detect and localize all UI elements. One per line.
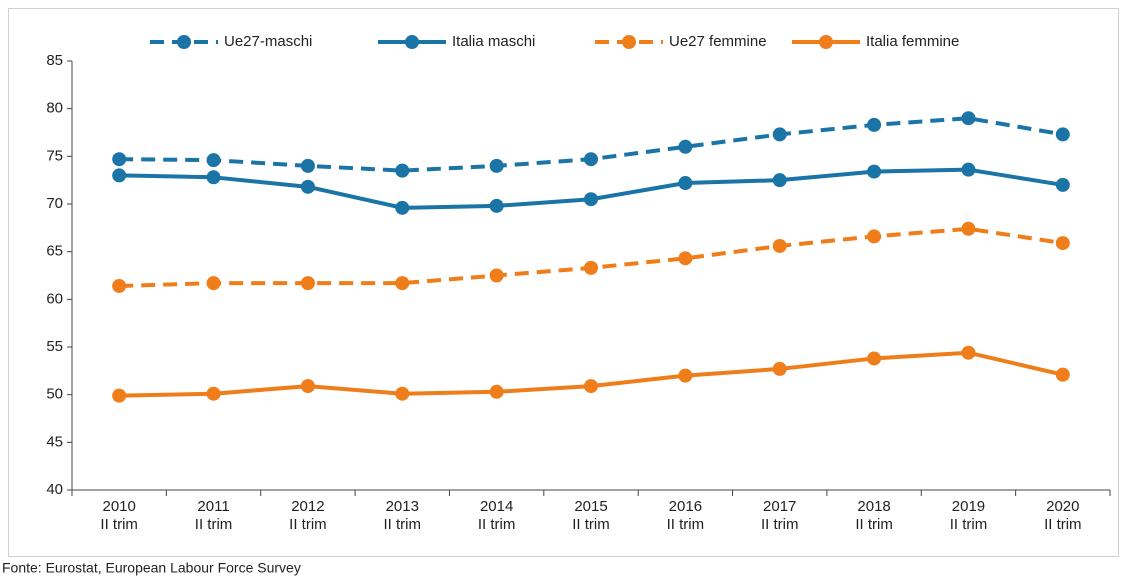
x-tick-label: II trim bbox=[761, 516, 799, 533]
data-point bbox=[300, 379, 315, 394]
data-point bbox=[395, 386, 410, 401]
data-point bbox=[961, 221, 976, 236]
data-point bbox=[584, 260, 598, 275]
data-point bbox=[772, 238, 787, 253]
legend-label: Italia femmine bbox=[866, 33, 959, 50]
y-tick-label: 55 bbox=[46, 338, 63, 355]
legend-marker bbox=[405, 35, 419, 49]
y-tick-label: 45 bbox=[46, 433, 63, 450]
y-tick-label: 65 bbox=[46, 243, 63, 260]
data-point bbox=[867, 351, 882, 366]
data-point bbox=[206, 386, 221, 401]
x-tick-label: 2020 bbox=[1046, 498, 1079, 515]
x-tick-label: II trim bbox=[100, 516, 138, 533]
x-tick-label: II trim bbox=[572, 516, 610, 533]
x-tick-label: 2014 bbox=[480, 498, 513, 515]
x-tick-label: II trim bbox=[1044, 516, 1082, 533]
data-point bbox=[772, 361, 787, 376]
data-point bbox=[1055, 236, 1070, 251]
data-point bbox=[772, 173, 787, 188]
legend-marker bbox=[622, 35, 636, 49]
data-point bbox=[678, 176, 693, 191]
legend-label: Ue27-maschi bbox=[224, 33, 312, 50]
y-tick-label: 40 bbox=[46, 481, 63, 498]
data-point bbox=[867, 117, 882, 132]
data-point bbox=[206, 153, 221, 168]
legend-marker bbox=[177, 35, 191, 49]
data-point bbox=[489, 198, 504, 213]
data-point bbox=[489, 158, 504, 173]
data-point bbox=[112, 152, 127, 167]
data-point bbox=[206, 170, 221, 185]
data-point bbox=[112, 278, 127, 293]
x-tick-label: II trim bbox=[950, 516, 988, 533]
x-tick-label: 2018 bbox=[857, 498, 890, 515]
data-point bbox=[395, 200, 410, 215]
data-point bbox=[1055, 127, 1070, 142]
data-point bbox=[395, 276, 410, 291]
x-tick-label: II trim bbox=[855, 516, 893, 533]
x-tick-label: 2017 bbox=[763, 498, 796, 515]
data-point bbox=[584, 192, 598, 207]
x-tick-label: II trim bbox=[289, 516, 327, 533]
data-point bbox=[112, 168, 127, 183]
x-tick-label: 2011 bbox=[197, 498, 229, 515]
data-point bbox=[300, 179, 315, 194]
y-tick-label: 60 bbox=[46, 290, 63, 307]
data-point bbox=[961, 111, 976, 126]
x-tick-label: 2010 bbox=[102, 498, 135, 515]
data-point bbox=[489, 384, 504, 399]
x-tick-label: 2013 bbox=[386, 498, 419, 515]
data-point bbox=[678, 139, 693, 154]
legend-label: Italia maschi bbox=[452, 33, 535, 50]
x-tick-label: 2012 bbox=[291, 498, 324, 515]
data-point bbox=[584, 379, 598, 394]
data-point bbox=[678, 368, 693, 383]
data-point bbox=[961, 345, 976, 360]
data-point bbox=[1055, 177, 1070, 192]
x-tick-label: 2019 bbox=[952, 498, 985, 515]
data-point bbox=[867, 229, 882, 244]
x-tick-label: II trim bbox=[667, 516, 705, 533]
legend-marker bbox=[819, 35, 833, 49]
data-point bbox=[772, 127, 787, 142]
legend-label: Ue27 femmine bbox=[669, 33, 767, 50]
y-tick-label: 85 bbox=[46, 52, 63, 69]
x-tick-label: II trim bbox=[384, 516, 422, 533]
y-tick-label: 70 bbox=[46, 195, 63, 212]
y-tick-label: 75 bbox=[46, 147, 63, 164]
data-point bbox=[1055, 367, 1070, 382]
data-point bbox=[206, 276, 221, 291]
data-point bbox=[112, 388, 127, 403]
data-point bbox=[867, 164, 882, 179]
data-point bbox=[961, 162, 976, 177]
y-tick-label: 50 bbox=[46, 386, 63, 403]
data-point bbox=[584, 152, 598, 167]
data-point bbox=[395, 163, 410, 178]
x-tick-label: II trim bbox=[195, 516, 233, 533]
data-point bbox=[678, 251, 693, 266]
y-tick-label: 80 bbox=[46, 100, 63, 117]
source-note: Fonte: Eurostat, European Labour Force S… bbox=[2, 560, 301, 576]
data-point bbox=[300, 276, 315, 291]
x-tick-label: II trim bbox=[478, 516, 516, 533]
data-point bbox=[300, 158, 315, 173]
x-tick-label: 2015 bbox=[574, 498, 607, 515]
x-tick-label: 2016 bbox=[669, 498, 702, 515]
data-point bbox=[489, 268, 504, 283]
